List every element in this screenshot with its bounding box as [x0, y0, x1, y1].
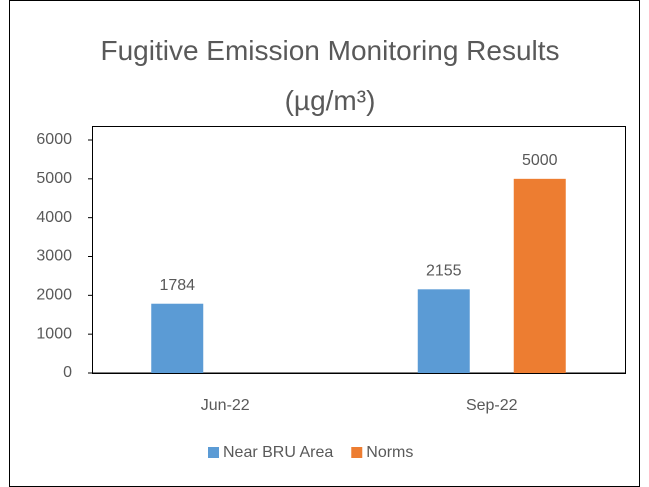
y-tick-label: 3000 [36, 248, 72, 265]
x-tick-label: Jun-22 [201, 397, 250, 414]
y-tick-label: 6000 [36, 131, 72, 148]
data-label: 1784 [159, 277, 195, 294]
legend-label: Near BRU Area [223, 444, 333, 461]
y-tick-label: 4000 [36, 209, 72, 226]
bar [151, 303, 204, 373]
bar [417, 289, 470, 373]
legend-swatch [208, 447, 219, 458]
data-label: 5000 [522, 152, 558, 169]
x-tick-label: Sep-22 [466, 397, 518, 414]
y-tick-label: 5000 [36, 170, 72, 187]
chart-title: Fugitive Emission Monitoring Results (µg… [100, 35, 560, 116]
y-tick-label: 1000 [36, 325, 72, 342]
bar [513, 178, 566, 373]
y-tick-label: 2000 [36, 287, 72, 304]
data-label: 2155 [426, 263, 462, 280]
y-tick-label: 0 [63, 364, 72, 381]
legend-label: Norms [366, 444, 413, 461]
legend-swatch [351, 447, 363, 458]
